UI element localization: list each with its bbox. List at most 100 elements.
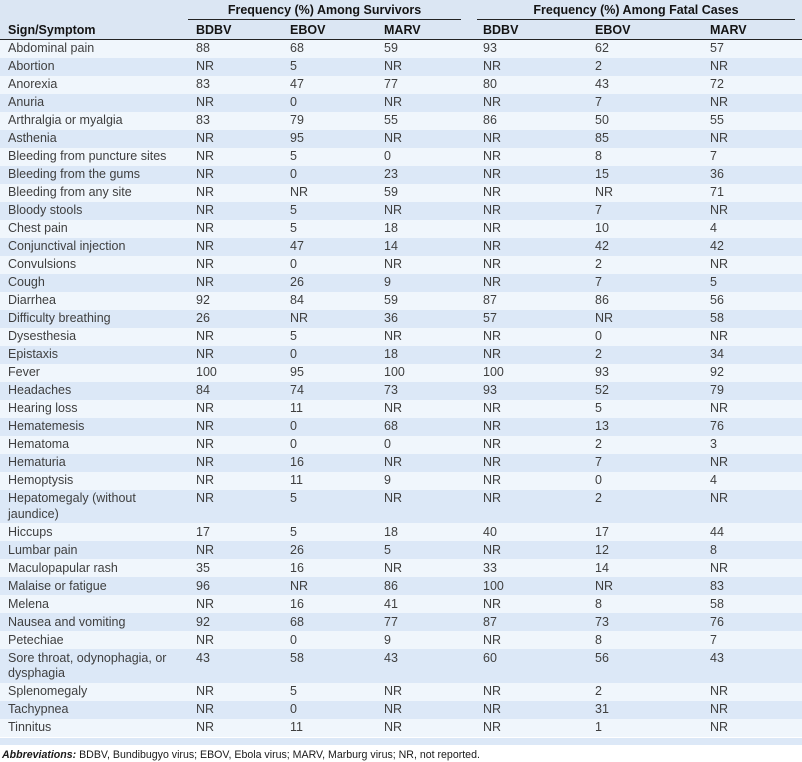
value-cell: 79 (290, 113, 304, 127)
value-cell: NR (196, 684, 215, 698)
value-cell: NR (196, 455, 215, 469)
value-cell: 56 (595, 650, 609, 665)
value-cell: NR (710, 560, 729, 575)
value-cell: 100 (384, 365, 405, 379)
value-cell: 43 (196, 650, 210, 665)
value-cell: 41 (384, 596, 398, 611)
value-cell: 18 (384, 524, 398, 539)
value-cell: NR (710, 257, 729, 271)
symptom-cell: Melena (8, 596, 49, 611)
value-cell: 58 (290, 650, 304, 665)
value-cell: 8 (595, 596, 602, 611)
value-cell: NR (196, 239, 215, 253)
value-cell: 5 (290, 203, 297, 217)
value-cell: 13 (595, 419, 609, 433)
table-row: Malaise or fatigue 96 NR 86 100 NR 83 (0, 577, 802, 595)
value-cell: NR (483, 702, 502, 716)
symptom-cell: Convulsions (8, 257, 77, 271)
value-cell: NR (710, 329, 729, 343)
symptom-cell: Anuria (8, 95, 45, 109)
value-cell: 8 (710, 542, 717, 557)
value-cell: 14 (595, 560, 609, 575)
value-cell: 0 (290, 257, 297, 271)
value-cell: NR (196, 131, 215, 145)
value-cell: 8 (595, 149, 602, 163)
value-cell: 55 (710, 113, 724, 127)
value-cell: 9 (384, 632, 391, 647)
group-header-spacer (0, 0, 188, 20)
value-cell: NR (710, 59, 729, 73)
value-cell: 5 (595, 401, 602, 415)
value-cell: 18 (384, 221, 398, 235)
value-cell: 26 (290, 275, 304, 289)
value-cell: 74 (290, 383, 304, 397)
symptom-cell: Bleeding from any site (8, 185, 132, 199)
value-cell: 93 (595, 365, 609, 379)
value-cell: 59 (384, 293, 398, 307)
table-row: Hematoma NR 0 0 NR 2 3 (0, 435, 802, 454)
value-cell: 86 (384, 578, 398, 593)
value-cell: 14 (384, 239, 398, 253)
value-cell: 11 (290, 401, 303, 415)
value-cell: NR (483, 149, 502, 163)
value-cell: NR (483, 419, 502, 433)
value-cell: NR (196, 437, 215, 451)
value-cell: 77 (384, 77, 398, 91)
value-cell: 84 (290, 293, 304, 307)
abbreviations-footnote: Abbreviations: BDBV, Bundibugyo virus; E… (0, 749, 802, 762)
value-cell: NR (483, 347, 502, 361)
value-cell: NR (710, 131, 729, 145)
value-cell: NR (196, 491, 215, 505)
value-cell: 59 (384, 41, 398, 55)
abbreviations-text: BDBV, Bundibugyo virus; EBOV, Ebola viru… (76, 748, 480, 761)
value-cell: 52 (595, 383, 609, 397)
value-cell: NR (595, 578, 614, 593)
value-cell: 0 (595, 329, 602, 343)
value-cell: 5 (290, 59, 297, 73)
value-cell: NR (384, 203, 403, 217)
value-cell: 44 (710, 524, 724, 539)
value-cell: NR (290, 185, 309, 199)
value-cell: 5 (710, 275, 717, 289)
value-cell: NR (290, 311, 309, 325)
value-cell: 2 (595, 257, 602, 271)
value-cell: NR (196, 203, 215, 217)
value-cell: 10 (595, 221, 609, 235)
value-cell: 9 (384, 275, 391, 289)
table-row: Dysesthesia NR 5 NR NR 0 NR (0, 327, 802, 346)
symptom-cell: Bleeding from puncture sites (8, 149, 167, 163)
value-cell: NR (196, 702, 215, 716)
symptom-cell: Epistaxis (8, 347, 59, 361)
group-header-fatal-label: Frequency (%) Among Fatal Cases (477, 3, 795, 20)
value-cell: 8 (595, 632, 602, 647)
table-row: Diarrhea 92 84 59 87 86 56 (0, 291, 802, 310)
table-row: Melena NR 16 41 NR 8 58 (0, 595, 802, 613)
value-cell: NR (483, 720, 502, 734)
group-header-fatal: Frequency (%) Among Fatal Cases (475, 0, 802, 20)
value-cell: 11 (290, 473, 303, 487)
table-row: Hematemesis NR 0 68 NR 13 76 (0, 417, 802, 436)
symptom-cell: Abortion (8, 59, 55, 73)
value-cell: NR (483, 59, 502, 73)
table-row: Anorexia 83 47 77 80 43 72 (0, 75, 802, 94)
value-cell: NR (384, 720, 403, 734)
value-cell: NR (196, 632, 215, 647)
table-row: Conjunctival injection NR 47 14 NR 42 42 (0, 237, 802, 256)
value-cell: 40 (483, 524, 497, 539)
column-header-fatal-ebov: EBOV (595, 22, 631, 37)
value-cell: NR (196, 401, 215, 415)
value-cell: 73 (384, 383, 398, 397)
column-header-sign-symptom: Sign/Symptom (8, 22, 96, 37)
value-cell: NR (290, 578, 309, 593)
value-cell: 95 (290, 131, 304, 145)
value-cell: 0 (595, 473, 602, 487)
value-cell: 80 (483, 77, 497, 91)
table-row: Splenomegaly NR 5 NR NR 2 NR (0, 682, 802, 701)
symptom-cell: Nausea and vomiting (8, 614, 126, 629)
value-cell: 7 (595, 203, 602, 217)
value-cell: NR (196, 167, 215, 181)
value-cell: 93 (483, 41, 497, 55)
table-row: Asthenia NR 95 NR NR 85 NR (0, 129, 802, 148)
table-row: Abdominal pain 88 68 59 93 62 57 (0, 39, 802, 58)
value-cell: 76 (710, 614, 724, 629)
